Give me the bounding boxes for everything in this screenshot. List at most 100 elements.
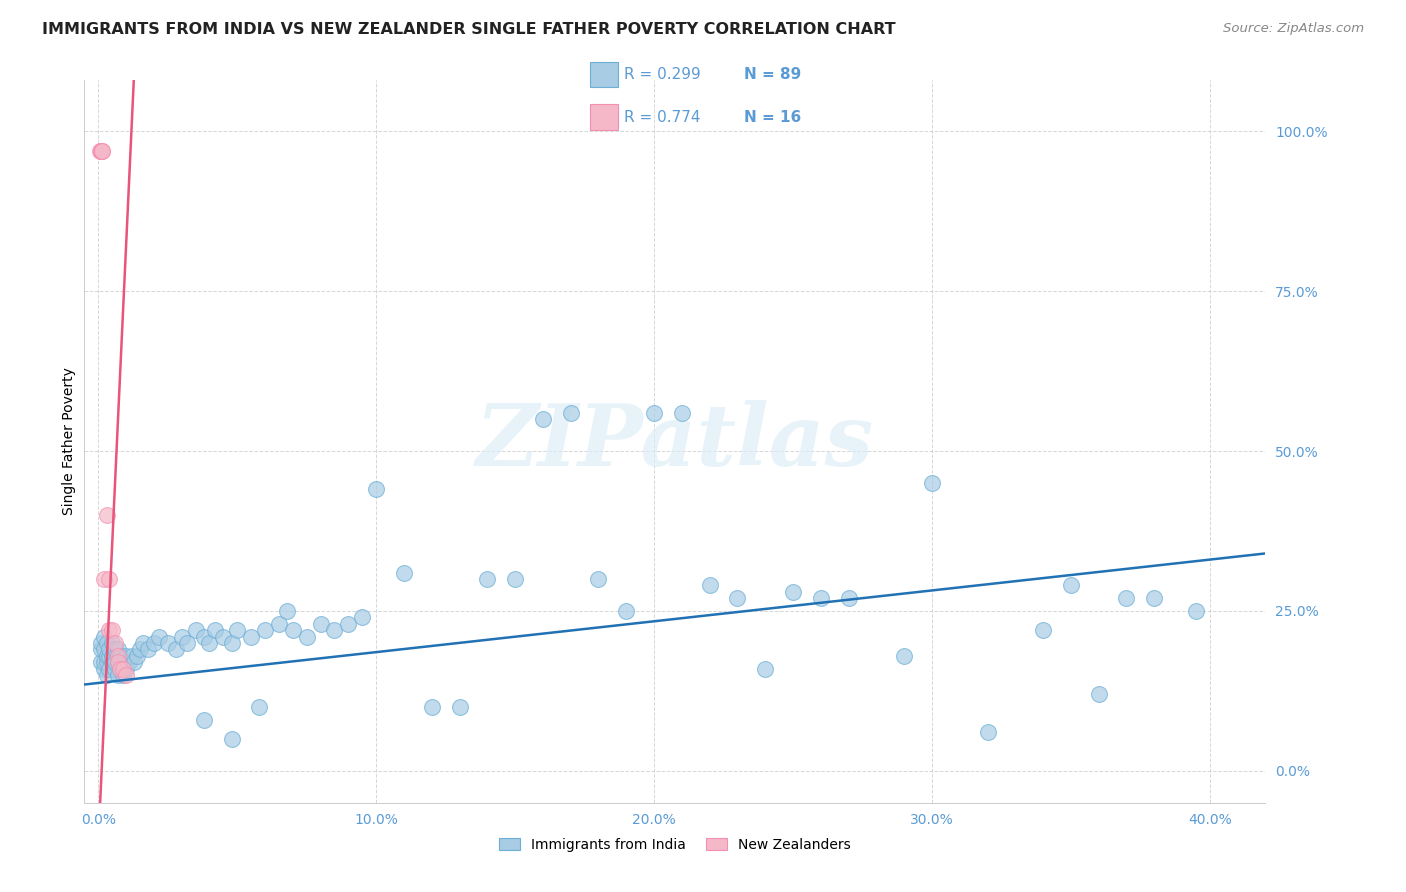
Point [1185,604,1208,618]
Point [112,668,135,682]
Point [107,648,129,663]
Point [124,655,146,669]
Point [129,642,152,657]
Point [295,630,318,644]
Point [112,661,135,675]
Point [193,630,215,644]
Point [588,572,610,586]
Point [93,661,115,675]
Point [104,661,127,675]
Point [198,636,221,650]
Point [156,636,179,650]
Point [614,604,637,618]
Point [204,623,226,637]
Point [96,648,118,663]
Point [221,636,243,650]
Point [101,636,124,650]
Point [93,655,115,669]
Point [782,584,804,599]
Point [170,630,193,644]
Point [96,655,118,669]
Point [477,572,499,586]
Point [1143,591,1166,606]
Text: R = 0.299: R = 0.299 [624,67,700,82]
Point [1060,578,1083,592]
Point [810,591,832,606]
Point [98,623,121,637]
Point [98,642,121,657]
Point [184,623,207,637]
Point [212,630,235,644]
Point [420,699,443,714]
Point [115,661,138,675]
Point [136,642,159,657]
Point [110,661,132,675]
Text: R = 0.774: R = 0.774 [624,110,700,125]
Point [91,144,114,158]
Point [127,648,149,663]
Point [90,642,112,657]
Point [267,616,290,631]
Point [101,648,124,663]
Point [90,636,112,650]
Point [281,623,304,637]
Point [165,642,187,657]
Y-axis label: Single Father Poverty: Single Father Poverty [62,368,76,516]
Point [1115,591,1137,606]
Point [98,648,121,663]
Point [104,636,127,650]
FancyBboxPatch shape [589,62,617,87]
Point [121,648,143,663]
Point [531,412,554,426]
Point [107,642,129,657]
Point [323,623,346,637]
Point [392,566,415,580]
Point [115,648,138,663]
Point [1087,687,1109,701]
Point [976,725,998,739]
Point [110,648,132,663]
Point [921,476,943,491]
Point [449,699,471,714]
Point [107,655,129,669]
Point [276,604,298,618]
Point [893,648,915,663]
Point [89,144,111,158]
Point [142,636,165,650]
Point [118,655,141,669]
Point [148,630,170,644]
Text: Source: ZipAtlas.com: Source: ZipAtlas.com [1223,22,1364,36]
Point [725,591,748,606]
Point [226,623,249,637]
Point [337,616,360,631]
Text: N = 89: N = 89 [744,67,801,82]
Point [90,144,112,158]
Text: IMMIGRANTS FROM INDIA VS NEW ZEALANDER SINGLE FATHER POVERTY CORRELATION CHART: IMMIGRANTS FROM INDIA VS NEW ZEALANDER S… [42,22,896,37]
Point [112,655,135,669]
Point [98,661,121,675]
Point [90,655,112,669]
Point [352,610,374,624]
Point [96,636,118,650]
Point [240,630,263,644]
Point [221,731,243,746]
Point [1032,623,1054,637]
Point [101,623,124,637]
Point [176,636,198,650]
Point [643,406,665,420]
Point [93,630,115,644]
Point [96,508,118,522]
Point [98,572,121,586]
Point [671,406,693,420]
Point [253,623,276,637]
Text: N = 16: N = 16 [744,110,801,125]
Point [110,661,132,675]
Legend: Immigrants from India, New Zealanders: Immigrants from India, New Zealanders [494,832,856,857]
Point [115,668,138,682]
Point [104,655,127,669]
Text: ZIPatlas: ZIPatlas [475,400,875,483]
Point [91,144,114,158]
Point [132,636,155,650]
Point [503,572,526,586]
Point [560,406,582,420]
